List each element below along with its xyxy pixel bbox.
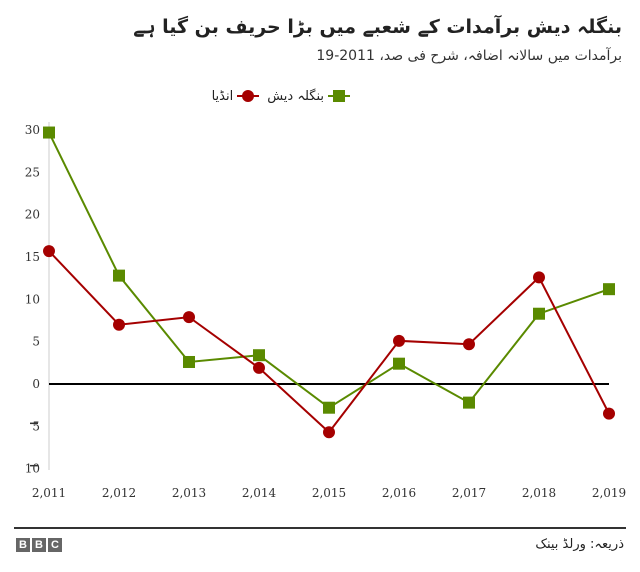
x-tick-label: 2,017 bbox=[452, 486, 486, 500]
x-tick-label: 2,011 bbox=[32, 486, 66, 500]
legend-label-india: انڈیا bbox=[211, 88, 234, 104]
y-tick-label: 15 bbox=[25, 250, 40, 264]
line-chart: 30 25 20 15 10 5 0 5 10 2,011 2,012 2,013 2,014 2,015… bbox=[25, 122, 626, 500]
y-tick-label: 30 bbox=[25, 123, 40, 137]
data-point-square bbox=[43, 126, 55, 139]
data-point-square bbox=[603, 283, 615, 296]
data-point-circle bbox=[323, 426, 335, 439]
data-point-square bbox=[393, 357, 405, 370]
data-point-square bbox=[463, 396, 475, 409]
y-tick-label: 0 bbox=[32, 377, 40, 391]
data-point-square bbox=[183, 355, 195, 368]
data-point-square bbox=[323, 401, 335, 414]
legend-item-india: انڈیا bbox=[212, 89, 260, 104]
data-point-circle bbox=[183, 311, 195, 324]
data-point-circle bbox=[113, 318, 125, 331]
data-point-circle bbox=[253, 361, 265, 374]
y-tick-label: 5 bbox=[32, 335, 40, 349]
data-point-circle bbox=[43, 245, 55, 258]
y-tick-label: 25 bbox=[25, 165, 40, 179]
x-tick-label: 2,013 bbox=[172, 486, 206, 500]
chart-title: بنگلہ دیش برآمدات کے شعبے میں بڑا حریف ب… bbox=[133, 16, 622, 38]
y-tick-label: 10 bbox=[25, 292, 40, 306]
data-point-circle bbox=[603, 407, 615, 420]
chart-subtitle: برآمدات میں سالانہ اضافہ، شرح فی صد، 201… bbox=[316, 48, 622, 64]
square-marker-icon bbox=[328, 90, 350, 102]
footer-divider bbox=[14, 527, 626, 529]
x-tick-label: 2,014 bbox=[242, 486, 277, 500]
legend-label-bangladesh: بنگلہ دیش bbox=[267, 88, 324, 104]
legend-item-bangladesh: بنگلہ دیش bbox=[267, 89, 350, 104]
x-tick-label: 2,015 bbox=[312, 486, 346, 500]
data-point-circle bbox=[533, 271, 545, 284]
source-text: ذریعہ: ورلڈ بینک bbox=[535, 537, 624, 552]
data-point-square bbox=[253, 349, 265, 362]
y-tick-label: 10 bbox=[25, 462, 40, 476]
legend: بنگلہ دیش انڈیا bbox=[150, 86, 350, 106]
x-tick-label: 2,018 bbox=[522, 486, 556, 500]
data-point-circle bbox=[463, 338, 475, 351]
data-point-square bbox=[533, 307, 545, 320]
data-point-square bbox=[113, 269, 125, 282]
circle-marker-icon bbox=[237, 90, 260, 102]
bbc-logo: B B C bbox=[16, 538, 62, 552]
x-tick-label: 2,016 bbox=[382, 486, 416, 500]
y-tick-label: 20 bbox=[25, 208, 40, 222]
series-line bbox=[48, 132, 610, 409]
data-point-circle bbox=[393, 334, 405, 347]
y-tick-label: 5 bbox=[32, 419, 40, 433]
x-tick-label: 2,019 bbox=[592, 486, 626, 500]
x-tick-label: 2,012 bbox=[102, 486, 136, 500]
